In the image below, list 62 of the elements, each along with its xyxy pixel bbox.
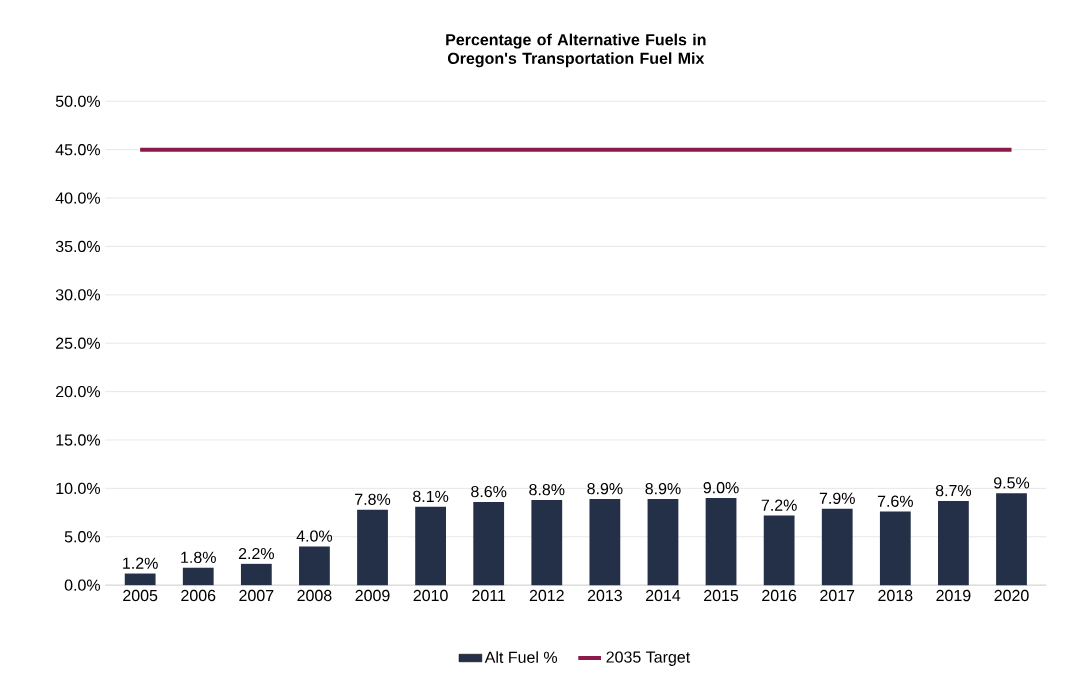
data-label: 8.9% — [587, 483, 623, 495]
data-label: 8.9% — [645, 483, 681, 495]
x-tick-label: 2014 — [645, 589, 681, 602]
x-tick-label: 2013 — [587, 589, 622, 602]
bar — [357, 509, 388, 586]
x-tick-label: 2011 — [472, 589, 506, 602]
x-tick-label: 2005 — [123, 589, 158, 602]
bar — [182, 567, 214, 586]
bar — [240, 563, 272, 586]
data-label: 8.8% — [529, 484, 565, 496]
bar — [647, 499, 679, 586]
legend-label: Alt Fuel % — [484, 651, 558, 664]
x-tick-label: 2016 — [762, 589, 797, 602]
data-label: 7.9% — [819, 492, 855, 505]
x-tick-label: 2007 — [239, 589, 274, 602]
y-tick-label: 30.0% — [55, 289, 101, 301]
y-tick-label: 45.0% — [55, 144, 101, 156]
data-label: 7.2% — [761, 499, 797, 511]
x-tick-label: 2008 — [297, 589, 332, 602]
chart-title: Percentage of Alternative Fuels in Oregon's Transportation Fuel Mix — [446, 33, 706, 68]
x-tick-label: 2020 — [994, 589, 1029, 602]
bar — [299, 546, 330, 586]
bar — [473, 502, 505, 586]
data-label: 7.8% — [355, 493, 391, 506]
y-tick-label: 50.0% — [55, 95, 101, 108]
x-tick-label: 2012 — [529, 589, 564, 602]
bar — [996, 493, 1027, 586]
y-tick-label: 40.0% — [55, 192, 101, 204]
x-tick-label: 2009 — [355, 589, 390, 602]
data-label: 8.1% — [413, 490, 449, 503]
data-label: 7.6% — [877, 495, 913, 507]
x-tick-label: 2018 — [878, 589, 913, 602]
y-tick-label: 10.0% — [56, 482, 101, 495]
data-label: 1.2% — [123, 557, 158, 569]
data-label: 8.6% — [471, 486, 507, 498]
y-tick-label: 5.0% — [64, 531, 101, 543]
y-tick-label: 0.0% — [64, 579, 101, 591]
bar — [763, 515, 795, 586]
bar — [124, 573, 156, 586]
data-label: 2.2% — [238, 548, 274, 560]
bar — [938, 501, 969, 586]
x-tick-label: 2006 — [181, 589, 216, 602]
x-tick-label: 2015 — [704, 589, 739, 602]
x-tick-label: 2019 — [936, 589, 971, 602]
bar — [821, 508, 853, 586]
bar — [705, 498, 737, 586]
y-tick-label: 15.0% — [56, 434, 101, 446]
y-tick-label: 35.0% — [55, 240, 101, 253]
y-tick-label: 20.0% — [56, 386, 101, 398]
data-label: 9.0% — [703, 482, 739, 494]
data-label: 8.7% — [935, 485, 972, 497]
x-tick-label: 2017 — [820, 589, 855, 602]
data-label: 9.5% — [994, 477, 1030, 489]
bar — [589, 499, 621, 586]
data-label: 4.0% — [296, 530, 333, 542]
data-label: 1.8% — [181, 551, 216, 564]
x-tick-label: 2010 — [413, 589, 448, 602]
bar — [531, 500, 563, 586]
bar — [879, 511, 911, 586]
y-tick-label: 25.0% — [56, 337, 101, 349]
legend-label: 2035 Target — [606, 651, 691, 667]
bar — [415, 506, 446, 586]
